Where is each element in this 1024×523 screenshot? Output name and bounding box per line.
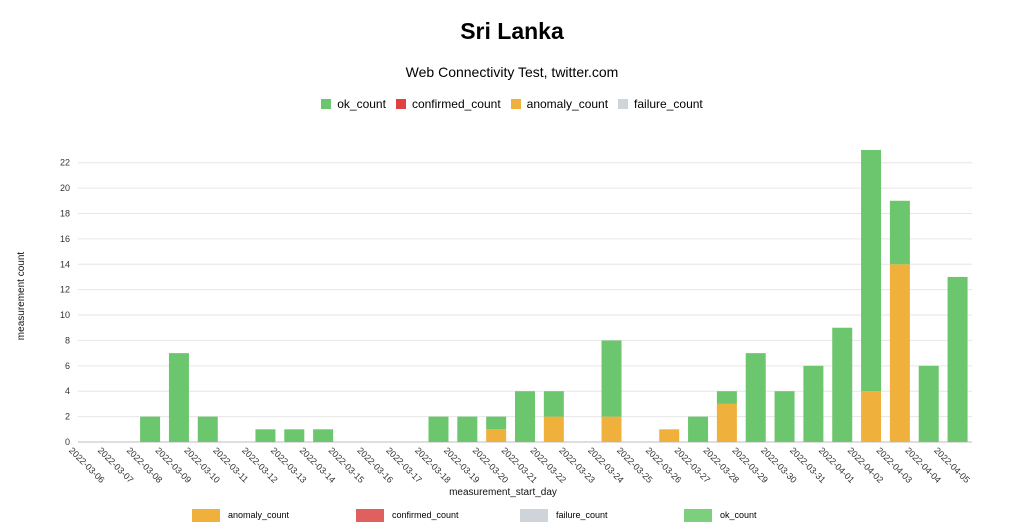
y-tick-label: 10 <box>60 310 70 320</box>
legend-swatch <box>192 509 220 522</box>
legend-label: failure_count <box>556 509 608 520</box>
bar-ok-count[interactable] <box>832 327 853 442</box>
y-tick-label: 18 <box>60 208 70 218</box>
legend-swatch <box>321 98 332 109</box>
bar-anomaly-count[interactable] <box>543 416 564 442</box>
bar-anomaly-count[interactable] <box>659 429 680 442</box>
bar-ok-count[interactable] <box>284 429 305 442</box>
legend-label: anomaly_count <box>526 96 609 111</box>
bar-anomaly-count[interactable] <box>486 429 507 442</box>
x-axis-title: measurement_start_day <box>449 487 557 498</box>
y-tick-label: 16 <box>60 234 70 244</box>
chart-title: Sri Lanka <box>460 18 564 44</box>
bottom-legend-item-confirmed-count[interactable]: confirmed_count <box>356 509 459 522</box>
y-tick-label: 20 <box>60 183 70 193</box>
bottom-legend: anomaly_count confirmed_count failure_coun… <box>0 509 1024 523</box>
legend-swatch <box>618 98 629 109</box>
legend-swatch <box>510 98 521 109</box>
bar-ok-count[interactable] <box>313 429 334 442</box>
y-tick-label: 4 <box>65 386 70 396</box>
legend-label: failure_count <box>634 96 703 111</box>
bar-ok-count[interactable] <box>745 353 766 442</box>
bar-ok-count[interactable] <box>601 340 622 417</box>
legend-swatch <box>684 509 712 522</box>
y-tick-label: 6 <box>65 361 70 371</box>
chart-subtitle: Web Connectivity Test, twitter.com <box>405 64 619 80</box>
y-tick-label: 0 <box>65 437 70 447</box>
bar-ok-count[interactable] <box>861 150 882 392</box>
bar-ok-count[interactable] <box>255 429 276 442</box>
legend-swatch <box>356 509 384 522</box>
bar-anomaly-count[interactable] <box>601 416 622 442</box>
bar-ok-count[interactable] <box>543 391 564 417</box>
legend-swatch <box>395 98 406 109</box>
bar-anomaly-count[interactable] <box>889 264 910 442</box>
bar-ok-count[interactable] <box>889 200 910 265</box>
legend-item-failure-count[interactable]: failure_count <box>618 97 703 111</box>
legend-label: ok_count <box>337 96 386 111</box>
bar-ok-count[interactable] <box>486 416 507 430</box>
bar-ok-count[interactable] <box>428 416 449 442</box>
y-tick-label: 22 <box>60 158 70 168</box>
bottom-legend-item-ok-count[interactable]: ok_count <box>684 509 757 522</box>
y-tick-label: 8 <box>65 335 70 345</box>
legend-label: ok_count <box>720 509 757 520</box>
bar-ok-count[interactable] <box>515 391 535 442</box>
legend-label: confirmed_count <box>411 96 501 111</box>
bar-ok-count[interactable] <box>774 391 795 442</box>
bar-ok-count[interactable] <box>688 416 709 442</box>
bar-ok-count[interactable] <box>168 353 189 442</box>
y-tick-label: 12 <box>60 285 70 295</box>
bar-ok-count[interactable] <box>457 416 478 442</box>
bar-ok-count[interactable] <box>918 365 939 442</box>
bottom-legend-item-failure-count[interactable]: failure_count <box>520 509 608 522</box>
bar-ok-count[interactable] <box>803 365 824 442</box>
legend-label: confirmed_count <box>392 509 459 520</box>
y-axis-title: measurement count <box>16 252 27 341</box>
legend-swatch <box>520 509 548 522</box>
bar-ok-count[interactable] <box>947 276 968 442</box>
y-tick-label: 14 <box>60 259 70 269</box>
bar-ok-count[interactable] <box>716 391 737 404</box>
legend-item-ok-count[interactable]: ok_count <box>321 97 386 111</box>
bar-chart: 02468101214161820222022-03-062022-03-072… <box>16 150 972 498</box>
legend-item-confirmed-count[interactable]: confirmed_count <box>395 96 501 111</box>
bar-anomaly-count[interactable] <box>861 391 882 442</box>
bar-anomaly-count[interactable] <box>716 403 737 442</box>
legend-label: anomaly_count <box>228 509 290 520</box>
bar-ok-count[interactable] <box>197 416 218 442</box>
legend-item-anomaly-count[interactable]: anomaly_count <box>510 96 609 111</box>
bar-ok-count[interactable] <box>140 416 161 442</box>
bottom-legend-item-anomaly-count[interactable]: anomaly_count <box>192 509 289 522</box>
y-tick-label: 2 <box>65 412 70 422</box>
top-legend: ok_count confirmed_count anomaly_count fail… <box>0 96 1024 111</box>
